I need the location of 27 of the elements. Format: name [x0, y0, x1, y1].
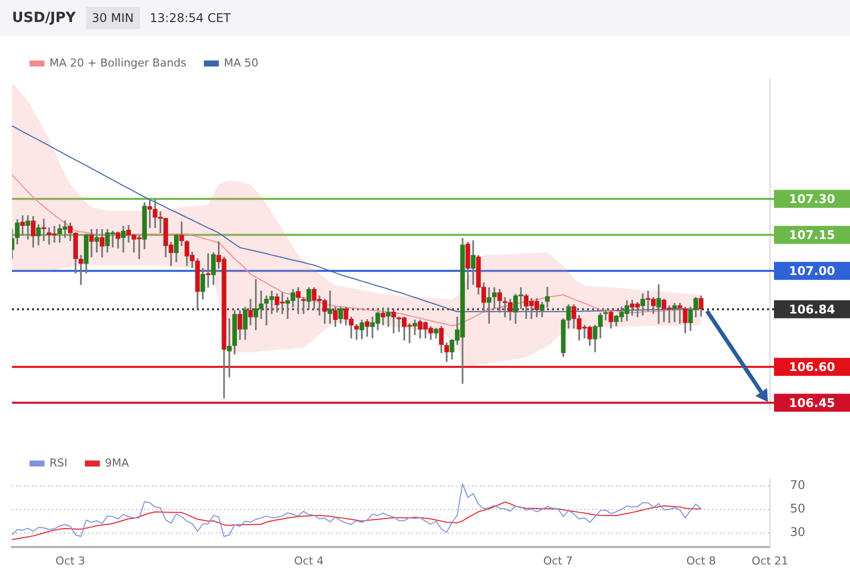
ref-line-label: 107.30	[788, 192, 836, 206]
ref-line-label: 107.15	[788, 228, 836, 242]
ref-line-label: 106.45	[788, 396, 836, 410]
chart-subtitle: 30 MIN	[86, 7, 140, 29]
candlestick	[328, 290, 332, 324]
y-tick-label: 70	[790, 478, 806, 492]
x-tick-label: Oct 4	[294, 554, 324, 568]
candlestick	[301, 297, 306, 314]
candlestick	[89, 229, 94, 258]
candlestick	[380, 307, 386, 326]
x-tick-label: Oct 21	[752, 554, 788, 568]
x-tick-label: Oct 8	[686, 554, 716, 568]
legend-label: RSI	[50, 456, 68, 470]
ref-line-label: 107.00	[788, 264, 836, 278]
chart-title: USD/JPY	[12, 10, 76, 26]
x-tick-label: Oct 7	[543, 554, 573, 568]
legend-label: MA 20 + Bollinger Bands	[50, 56, 187, 70]
y-tick-label: 50	[790, 502, 806, 516]
legend-label: 9MA	[104, 456, 130, 470]
candlestick	[486, 287, 492, 324]
legend-label: MA 50	[224, 56, 258, 70]
candlestick	[354, 324, 359, 340]
y-tick-label: 30	[790, 524, 806, 539]
ref-line-label: 106.60	[788, 360, 836, 374]
text: 13:28:54 CET	[150, 11, 231, 25]
ref-line-label: 106.84	[788, 302, 836, 316]
x-tick-label: Oct 3	[56, 554, 86, 568]
